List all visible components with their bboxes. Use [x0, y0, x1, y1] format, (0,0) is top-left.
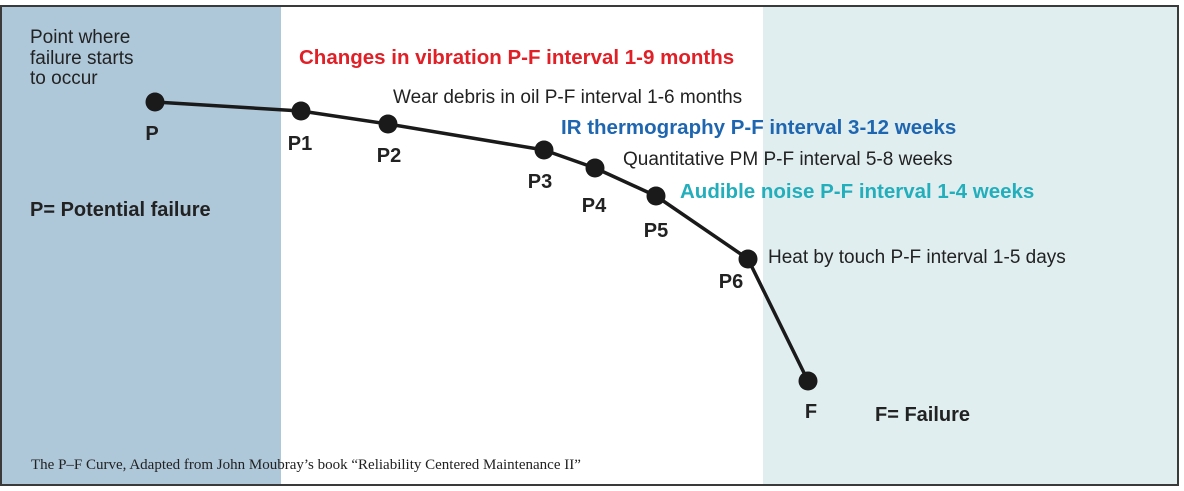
- point-p1-marker: [291, 101, 311, 121]
- point-p3-marker: [534, 140, 554, 160]
- point-p6-label: P6: [719, 271, 743, 293]
- point-f-marker: [798, 371, 818, 391]
- point-p5-label: P5: [644, 220, 668, 242]
- interval-wear-debris: Wear debris in oil P-F interval 1-6 mont…: [393, 87, 742, 108]
- failure-zone-right: [763, 6, 1178, 485]
- source-caption: The P–F Curve, Adapted from John Moubray…: [31, 457, 581, 473]
- interval-audible-noise: Audible noise P-F interval 1-4 weeks: [680, 180, 1034, 203]
- diagram-frame: [0, 5, 1179, 486]
- point-p2-label: P2: [377, 145, 401, 167]
- interval-vibration: Changes in vibration P-F interval 1-9 mo…: [299, 46, 734, 69]
- point-p6-marker: [738, 249, 758, 269]
- failure-label: F= Failure: [875, 404, 970, 426]
- monitoring-zone-middle: [281, 6, 763, 485]
- start-note-line-1: Point where: [30, 27, 130, 48]
- point-p3-label: P3: [528, 171, 552, 193]
- points-layer: P P1 P2 P3 P4 P5 P6 F: [145, 92, 818, 423]
- start-note-line-3: to occur: [30, 68, 98, 89]
- point-p-label: P: [145, 123, 158, 145]
- interval-ir-thermography: IR thermography P-F interval 3-12 weeks: [561, 116, 956, 139]
- point-p4-marker: [585, 158, 605, 178]
- point-p4-label: P4: [582, 195, 607, 217]
- point-p2-marker: [378, 114, 398, 134]
- point-f-label: F: [805, 401, 817, 423]
- interval-quantitative-pm: Quantitative PM P-F interval 5-8 weeks: [623, 149, 952, 170]
- interval-heat-by-touch: Heat by touch P-F interval 1-5 days: [768, 247, 1066, 268]
- point-p5-marker: [646, 186, 666, 206]
- point-p-marker: [145, 92, 165, 112]
- start-note-line-2: failure starts: [30, 48, 133, 69]
- potential-zone-left: [0, 6, 281, 485]
- point-p1-label: P1: [288, 133, 312, 155]
- pf-curve-line: [154, 100, 810, 382]
- potential-failure-label: P= Potential failure: [30, 199, 211, 221]
